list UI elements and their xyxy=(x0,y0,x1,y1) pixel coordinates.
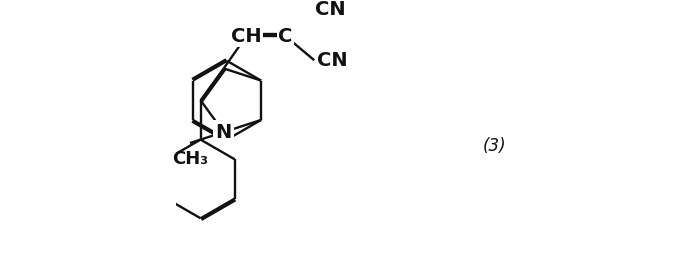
Text: C: C xyxy=(279,27,292,46)
Text: CH: CH xyxy=(231,27,262,46)
Text: CH₃: CH₃ xyxy=(172,150,208,168)
Text: N: N xyxy=(216,123,232,141)
Text: CN: CN xyxy=(315,0,346,19)
Text: (3): (3) xyxy=(483,137,506,155)
Text: CN: CN xyxy=(318,51,348,70)
